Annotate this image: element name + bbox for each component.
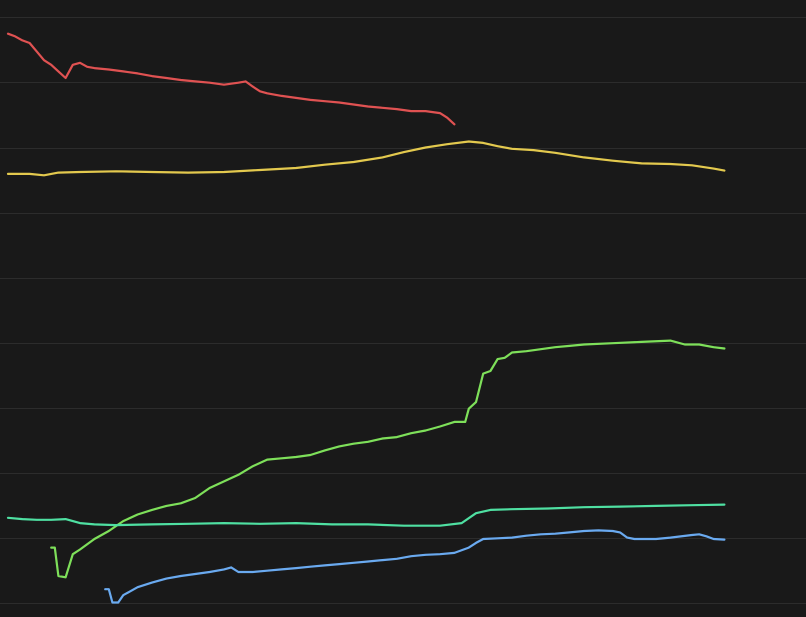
series-line-1 <box>6 32 456 126</box>
series-line-2 <box>6 140 726 177</box>
series-layer <box>6 32 726 604</box>
series-line-4 <box>6 503 726 527</box>
series-line-3 <box>50 339 726 579</box>
gridlines <box>0 17 806 604</box>
series-line-5 <box>104 529 726 604</box>
